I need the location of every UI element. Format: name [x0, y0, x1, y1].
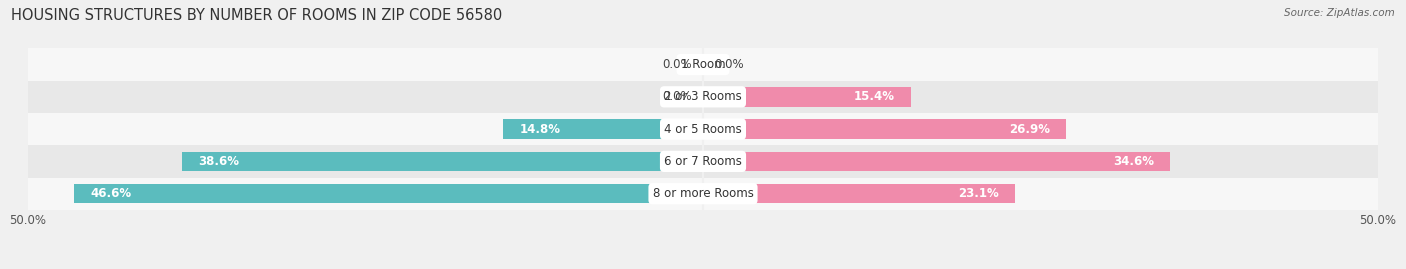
Bar	[28, 178, 1378, 210]
Text: 26.9%: 26.9%	[1010, 123, 1050, 136]
Text: Source: ZipAtlas.com: Source: ZipAtlas.com	[1284, 8, 1395, 18]
Text: 38.6%: 38.6%	[198, 155, 239, 168]
Bar	[703, 87, 911, 107]
Text: 23.1%: 23.1%	[957, 187, 998, 200]
Bar	[28, 81, 1378, 113]
Text: 6 or 7 Rooms: 6 or 7 Rooms	[664, 155, 742, 168]
Text: 4 or 5 Rooms: 4 or 5 Rooms	[664, 123, 742, 136]
Bar	[75, 184, 703, 203]
Bar	[28, 48, 1378, 81]
Bar	[703, 152, 1170, 171]
Text: 46.6%: 46.6%	[90, 187, 131, 200]
Text: 0.0%: 0.0%	[714, 58, 744, 71]
Text: 34.6%: 34.6%	[1112, 155, 1154, 168]
Bar	[181, 152, 703, 171]
Text: 2 or 3 Rooms: 2 or 3 Rooms	[664, 90, 742, 103]
Bar	[703, 184, 1015, 203]
Text: 8 or more Rooms: 8 or more Rooms	[652, 187, 754, 200]
Bar	[503, 119, 703, 139]
Bar	[28, 113, 1378, 145]
Text: 14.8%: 14.8%	[519, 123, 561, 136]
Text: 0.0%: 0.0%	[662, 58, 692, 71]
Text: 15.4%: 15.4%	[853, 90, 894, 103]
Bar	[703, 119, 1066, 139]
Legend: Owner-occupied, Renter-occupied: Owner-occupied, Renter-occupied	[565, 264, 841, 269]
Text: HOUSING STRUCTURES BY NUMBER OF ROOMS IN ZIP CODE 56580: HOUSING STRUCTURES BY NUMBER OF ROOMS IN…	[11, 8, 502, 23]
Text: 0.0%: 0.0%	[662, 90, 692, 103]
Bar	[28, 145, 1378, 178]
Text: 1 Room: 1 Room	[681, 58, 725, 71]
